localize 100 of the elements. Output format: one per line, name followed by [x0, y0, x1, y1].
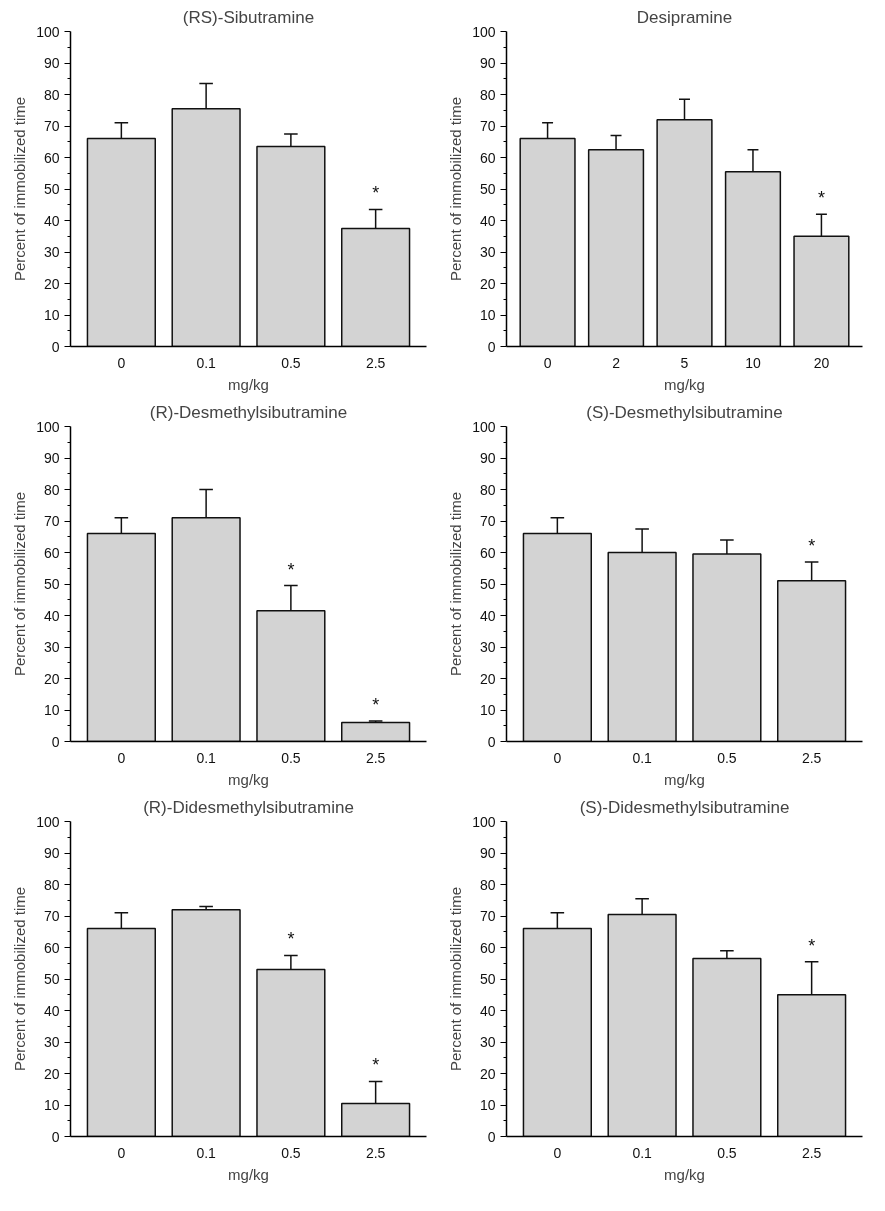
- y-tick-label: 60: [43, 939, 60, 956]
- x-tick-label: 0: [553, 1144, 562, 1161]
- data-label: *: [817, 188, 825, 209]
- x-tick-label: 5: [680, 354, 689, 371]
- y-tick-label: 80: [479, 876, 496, 893]
- y-tick-label: 50: [479, 576, 496, 592]
- x-axis-title: mg/kg: [228, 770, 269, 788]
- y-tick-label: 0: [487, 338, 496, 355]
- y-axis-title: Percent of immobilized time: [447, 886, 465, 1072]
- x-tick-label: 0.1: [632, 1144, 653, 1161]
- y-tick-label: 100: [472, 23, 496, 40]
- y-tick-label: 40: [479, 212, 496, 229]
- y-tick-label: 10: [479, 307, 496, 323]
- y-tick-label: 50: [479, 181, 496, 197]
- y-tick-label: 50: [43, 971, 60, 987]
- y-tick-label: 60: [479, 149, 496, 166]
- y-tick-label: 20: [43, 1065, 60, 1082]
- x-tick-label: 0: [117, 354, 126, 371]
- y-tick-label: 40: [43, 1002, 60, 1019]
- y-tick-label: 40: [479, 607, 496, 624]
- y-tick-label: 40: [43, 212, 60, 229]
- y-tick-label: 30: [479, 639, 496, 655]
- y-tick-label: 40: [43, 607, 60, 624]
- y-tick-label: 90: [479, 450, 496, 466]
- chart-title: (S)-Didesmethylsibutramine: [579, 797, 790, 817]
- y-tick-label: 60: [479, 544, 496, 561]
- y-axis-title: Percent of immobilized time: [447, 96, 465, 282]
- y-tick-label: 80: [43, 481, 60, 498]
- y-tick-label: 0: [487, 733, 496, 750]
- x-axis-title: mg/kg: [664, 375, 705, 393]
- x-tick-label: 2.5: [365, 354, 386, 371]
- x-tick-label: 0: [553, 749, 562, 766]
- x-axis-title: mg/kg: [228, 1165, 269, 1183]
- y-tick-label: 100: [36, 23, 60, 40]
- y-tick-label: 100: [472, 813, 496, 830]
- x-axis-title: mg/kg: [664, 770, 705, 788]
- y-tick-label: 60: [479, 939, 496, 956]
- y-tick-label: 70: [479, 513, 496, 529]
- y-tick-label: 70: [479, 118, 496, 134]
- x-tick-label: 0: [117, 1144, 126, 1161]
- x-tick-label: 10: [745, 354, 761, 371]
- y-tick-label: 10: [479, 1097, 496, 1113]
- x-tick-label: 0.1: [196, 1144, 217, 1161]
- y-tick-label: 20: [479, 275, 496, 292]
- x-tick-label: 0.1: [196, 354, 217, 371]
- y-tick-label: 100: [36, 418, 60, 435]
- y-tick-label: 30: [43, 244, 60, 260]
- y-tick-label: 10: [479, 702, 496, 718]
- x-tick-label: 0.5: [281, 749, 301, 766]
- x-tick-label: 0: [117, 749, 126, 766]
- y-tick-label: 70: [43, 513, 60, 529]
- data-label: *: [372, 183, 380, 204]
- y-tick-label: 80: [43, 876, 60, 893]
- x-tick-label: 2.5: [365, 749, 386, 766]
- y-tick-label: 100: [36, 813, 60, 830]
- y-tick-label: 90: [479, 845, 496, 861]
- y-axis-title: Percent of immobilized time: [447, 491, 465, 677]
- y-tick-label: 0: [51, 338, 60, 355]
- x-tick-label: 2.5: [365, 1144, 386, 1161]
- y-tick-label: 50: [43, 181, 60, 197]
- y-tick-label: 40: [479, 1002, 496, 1019]
- data-label: *: [287, 929, 295, 950]
- y-tick-label: 20: [43, 670, 60, 687]
- chart-title: (S)-Desmethylsibutramine: [586, 402, 783, 422]
- y-tick-label: 50: [43, 576, 60, 592]
- y-tick-label: 90: [43, 450, 60, 466]
- y-tick-label: 30: [43, 1034, 60, 1050]
- data-label: *: [287, 559, 295, 580]
- y-tick-label: 50: [479, 971, 496, 987]
- y-tick-label: 30: [43, 639, 60, 655]
- y-tick-label: 90: [479, 55, 496, 71]
- x-tick-label: 2.5: [801, 749, 822, 766]
- chart-title: (RS)-Sibutramine: [182, 7, 315, 27]
- x-tick-label: 2: [612, 354, 621, 371]
- y-tick-label: 10: [43, 702, 60, 718]
- x-tick-label: 20: [813, 354, 830, 371]
- y-tick-label: 100: [472, 418, 496, 435]
- x-tick-label: 0.5: [717, 1144, 737, 1161]
- y-tick-label: 30: [479, 1034, 496, 1050]
- chart-title: Desipramine: [636, 7, 733, 27]
- y-tick-label: 60: [43, 149, 60, 166]
- y-tick-label: 70: [43, 118, 60, 134]
- x-tick-label: 0.5: [717, 749, 737, 766]
- y-axis-title: Percent of immobilized time: [11, 96, 29, 282]
- y-tick-label: 80: [479, 481, 496, 498]
- x-axis-title: mg/kg: [664, 1165, 705, 1183]
- x-tick-label: 0.1: [632, 749, 653, 766]
- y-tick-label: 30: [479, 244, 496, 260]
- y-axis-title: Percent of immobilized time: [11, 491, 29, 677]
- x-tick-label: 0.1: [196, 749, 217, 766]
- y-tick-label: 0: [487, 1128, 496, 1145]
- y-tick-label: 20: [43, 275, 60, 292]
- y-tick-label: 20: [479, 670, 496, 687]
- x-tick-label: 0.5: [281, 354, 301, 371]
- chart-title: (R)-Desmethylsibutramine: [149, 402, 348, 422]
- x-tick-label: 2.5: [801, 1144, 822, 1161]
- data-label: *: [808, 535, 816, 556]
- y-tick-label: 0: [51, 733, 60, 750]
- y-tick-label: 20: [479, 1065, 496, 1082]
- x-axis-title: mg/kg: [228, 375, 269, 393]
